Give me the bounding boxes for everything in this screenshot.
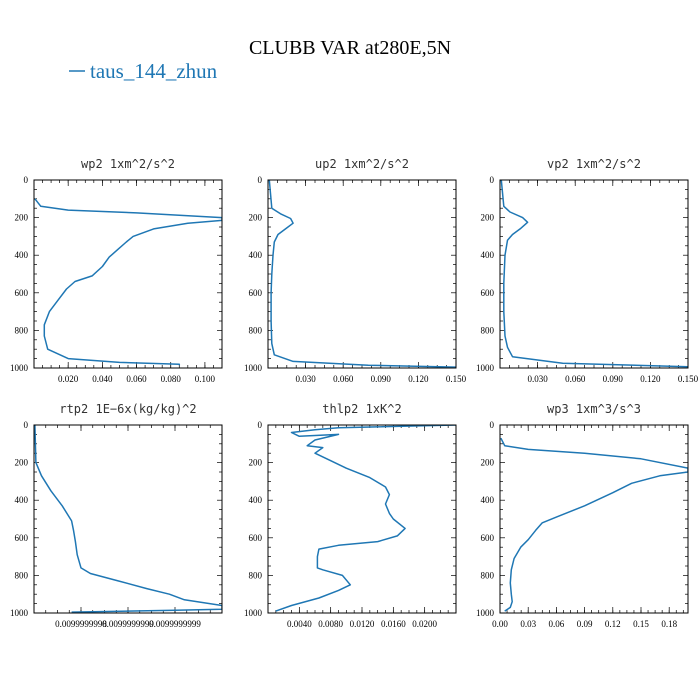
y-tick-label: 800 <box>249 325 263 335</box>
y-tick-label: 0 <box>490 420 495 430</box>
y-tick-label: 400 <box>481 250 495 260</box>
y-tick-label: 0 <box>258 175 263 185</box>
y-tick-label: 400 <box>15 495 29 505</box>
x-tick-label: 0.060 <box>126 374 147 384</box>
x-tick-label: 0.120 <box>408 374 429 384</box>
x-tick-label: 0.00 <box>492 619 508 629</box>
y-tick-label: 1000 <box>476 363 495 373</box>
axes-frame <box>267 179 457 369</box>
x-tick-label: 0.060 <box>565 374 586 384</box>
x-tick-label: 0.0200 <box>412 619 437 629</box>
axes-frame <box>33 179 223 369</box>
panel-grid: wp2 1xm^2/s^2 0 200 400 600 800 1000 0.020 0.040… <box>10 157 699 629</box>
y-tick-label: 600 <box>15 533 29 543</box>
y-tick-label: 800 <box>481 325 495 335</box>
panel-title: wp3 1xm^3/s^3 <box>547 402 641 416</box>
x-tick-label: 0.15 <box>633 619 649 629</box>
x-tick-label: 0.150 <box>446 374 467 384</box>
x-tick-label: 0.0120 <box>350 619 375 629</box>
x-tick-label: 0.090 <box>603 374 624 384</box>
y-tick-label: 800 <box>15 325 29 335</box>
y-tick-label: 200 <box>249 458 263 468</box>
y-tick-label: 0 <box>258 420 263 430</box>
x-tick-label: 0.120 <box>640 374 661 384</box>
series-line <box>500 437 688 612</box>
x-tick-label: 0.0099999999 <box>149 619 201 629</box>
x-tick-label: 0.09 <box>577 619 593 629</box>
series-line <box>268 180 456 368</box>
series-line <box>34 198 222 366</box>
x-tick-label: 0.060 <box>333 374 354 384</box>
y-tick-label: 0 <box>24 420 29 430</box>
x-tick-label: 0.100 <box>195 374 216 384</box>
chart-panel: thlp2 1xK^2 0 200 400 600 800 1000 0.0040 0.0080… <box>244 402 457 629</box>
y-tick-label: 1000 <box>244 608 263 618</box>
legend-label: taus_144_zhun <box>90 59 218 83</box>
y-tick-label: 200 <box>481 213 495 223</box>
chart-panel: up2 1xm^2/s^2 0 200 400 600 800 1000 0.030 0.060… <box>244 157 467 384</box>
x-tick-label: 0.150 <box>678 374 699 384</box>
panel-title: up2 1xm^2/s^2 <box>315 157 409 171</box>
x-tick-label: 0.020 <box>58 374 79 384</box>
y-tick-label: 1000 <box>10 608 29 618</box>
y-tick-label: 1000 <box>10 363 29 373</box>
y-tick-label: 400 <box>481 495 495 505</box>
y-tick-label: 400 <box>249 250 263 260</box>
y-tick-label: 800 <box>249 570 263 580</box>
axes-frame <box>267 424 457 614</box>
y-tick-label: 600 <box>15 288 29 298</box>
x-tick-label: 0.03 <box>520 619 536 629</box>
series-line <box>500 180 688 368</box>
x-tick-label: 0.12 <box>605 619 621 629</box>
y-tick-label: 200 <box>481 458 495 468</box>
x-tick-label: 0.0160 <box>381 619 406 629</box>
axes-frame <box>499 179 689 369</box>
chart-panel: rtp2 1E−6x(kg/kg)^2 0 200 400 600 800 1000 0.00… <box>10 402 223 629</box>
x-tick-label: 0.030 <box>295 374 316 384</box>
series-line <box>34 425 222 613</box>
figure-title: CLUBB VAR at280E,5N <box>249 37 451 59</box>
y-tick-label: 400 <box>15 250 29 260</box>
x-tick-label: 0.090 <box>371 374 392 384</box>
y-tick-label: 600 <box>249 288 263 298</box>
x-tick-label: 0.0040 <box>287 619 312 629</box>
legend: taus_144_zhun <box>69 59 218 83</box>
y-tick-label: 0 <box>24 175 29 185</box>
y-tick-label: 200 <box>15 213 29 223</box>
x-tick-label: 0.18 <box>661 619 677 629</box>
x-tick-label: 0.0080 <box>318 619 343 629</box>
axes-frame <box>33 424 223 614</box>
x-tick-label: 0.030 <box>527 374 548 384</box>
y-tick-label: 800 <box>481 570 495 580</box>
y-tick-label: 400 <box>249 495 263 505</box>
axes-frame <box>499 424 689 614</box>
x-tick-label: 0.06 <box>549 619 565 629</box>
chart-panel: vp2 1xm^2/s^2 0 200 400 600 800 1000 0.030 0.060… <box>476 157 699 384</box>
x-tick-label: 0.040 <box>92 374 113 384</box>
x-tick-label: 0.0099999998 <box>55 619 107 629</box>
y-tick-label: 600 <box>249 533 263 543</box>
y-tick-label: 1000 <box>244 363 263 373</box>
panel-title: thlp2 1xK^2 <box>322 402 401 416</box>
y-tick-label: 200 <box>15 458 29 468</box>
series-line <box>275 425 456 612</box>
x-tick-label: 0.0099999999 <box>102 619 154 629</box>
y-tick-label: 600 <box>481 533 495 543</box>
chart-panel: wp2 1xm^2/s^2 0 200 400 600 800 1000 0.020 0.040… <box>10 157 223 384</box>
y-tick-label: 800 <box>15 570 29 580</box>
panel-title: rtp2 1E−6x(kg/kg)^2 <box>59 402 196 416</box>
panel-title: vp2 1xm^2/s^2 <box>547 157 641 171</box>
y-tick-label: 600 <box>481 288 495 298</box>
y-tick-label: 200 <box>249 213 263 223</box>
panel-title: wp2 1xm^2/s^2 <box>81 157 175 171</box>
x-tick-label: 0.080 <box>161 374 182 384</box>
y-tick-label: 0 <box>490 175 495 185</box>
y-tick-label: 1000 <box>476 608 495 618</box>
